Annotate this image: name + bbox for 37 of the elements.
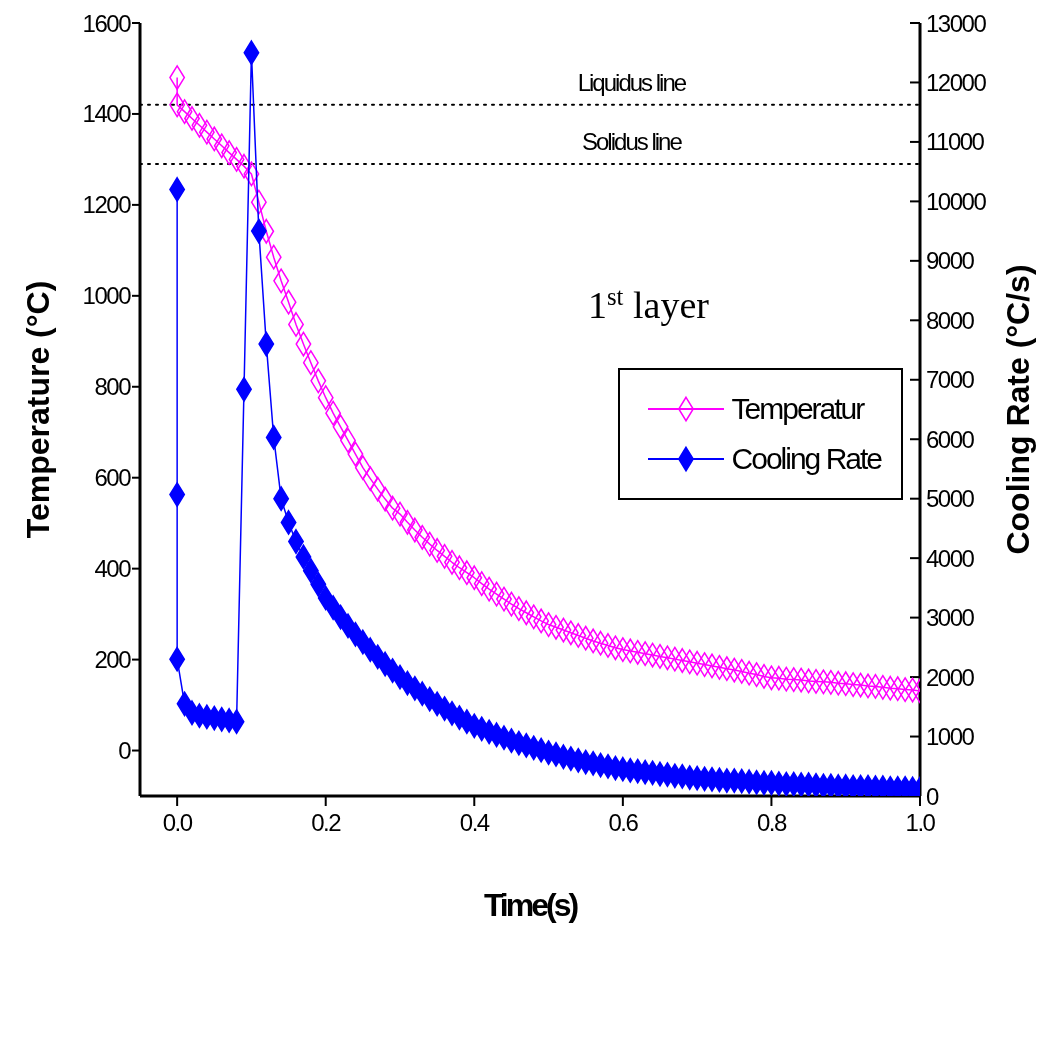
y2-tick-label: 4000 [926,544,975,572]
annotation: 1$^{st}$ layer [588,282,710,326]
y-tick-label: 800 [94,373,132,401]
legend-label: Cooling Rate [731,442,881,476]
x-tick-label: 0.6 [608,809,639,837]
y-tick-label: 400 [94,555,132,583]
y2-tick-label: 6000 [926,425,975,453]
y-tick-label: 0 [118,737,132,765]
y-tick-label: 1400 [82,100,132,128]
y2-tick-label: 7000 [926,366,975,394]
y2-tick-label: 2000 [926,663,975,691]
y-tick-label: 1600 [82,9,132,37]
y2-tick-label: 0 [926,782,939,810]
y2-tick-label: 11000 [926,128,985,156]
y2-tick-label: 13000 [926,9,987,37]
x-axis-title: Time(s) [483,887,579,923]
ref-line-label: Solidus line [582,127,683,155]
y-tick-label: 600 [94,464,132,492]
y2-tick-label: 3000 [926,604,975,632]
x-tick-label: 0.4 [459,809,490,837]
y2-tick-label: 10000 [926,187,987,215]
x-tick-label: 0.8 [756,809,788,837]
y2-axis-title: Cooling Rate (°C/s) [1000,264,1037,555]
x-tick-label: 1.0 [905,809,936,837]
y2-tick-label: 9000 [926,247,975,275]
x-tick-label: 0.0 [162,809,193,837]
x-tick-label: 0.2 [311,809,342,837]
y2-tick-label: 1000 [926,723,975,751]
y-tick-label: 1000 [82,282,132,310]
legend-label: Temperatur [731,392,864,426]
y2-tick-label: 8000 [926,306,975,334]
y-tick-label: 1200 [82,191,132,219]
y-axis-title: Temperature (°C) [20,280,57,539]
y-tick-label: 200 [94,646,132,674]
y2-tick-label: 12000 [926,68,987,96]
y2-tick-label: 5000 [926,485,975,513]
ref-line-label: Liquidus line [577,68,687,96]
